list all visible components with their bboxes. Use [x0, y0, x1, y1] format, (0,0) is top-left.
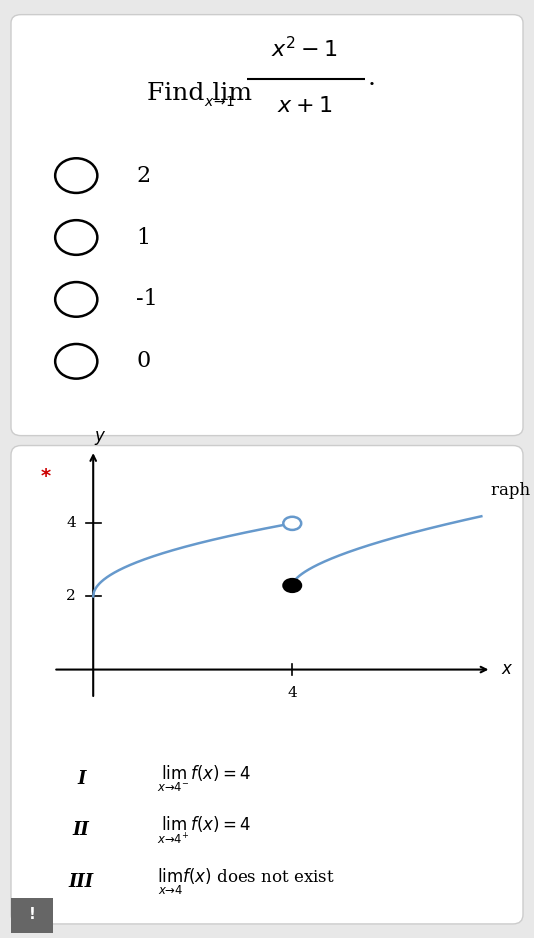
Text: 0: 0: [137, 350, 151, 372]
Text: $x^2-1$: $x^2-1$: [271, 37, 338, 62]
FancyBboxPatch shape: [11, 446, 523, 924]
Text: III: III: [69, 872, 94, 891]
Text: $\lim_{x\to 4^-}f(x)=4$: $\lim_{x\to 4^-}f(x)=4$: [156, 764, 251, 794]
Text: $f(x)$ below.: $f(x)$ below.: [61, 499, 151, 519]
Text: 4: 4: [66, 516, 76, 530]
Text: .: .: [367, 68, 375, 90]
Text: !: !: [29, 907, 35, 922]
Circle shape: [284, 517, 301, 530]
Text: 2: 2: [66, 589, 76, 603]
FancyBboxPatch shape: [7, 895, 57, 936]
Text: I: I: [77, 769, 85, 788]
Text: $x+1$: $x+1$: [277, 95, 332, 117]
Text: 2: 2: [137, 164, 151, 187]
Text: $y$: $y$: [95, 429, 107, 446]
Text: 1: 1: [137, 226, 151, 249]
Text: $\lim_{x\to 4}f(x)$ does not exist: $\lim_{x\to 4}f(x)$ does not exist: [156, 867, 334, 897]
Text: -1: -1: [137, 288, 158, 310]
FancyBboxPatch shape: [11, 15, 523, 435]
Text: $x$: $x$: [501, 661, 514, 678]
Text: Find lim: Find lim: [146, 82, 252, 104]
Text: II: II: [73, 821, 90, 840]
Text: 4: 4: [287, 686, 297, 700]
Circle shape: [284, 579, 301, 592]
Text: $x\!\rightarrow\!1$: $x\!\rightarrow\!1$: [204, 95, 234, 109]
Text: *: *: [41, 467, 51, 486]
Text: Choose the: Choose the: [61, 481, 161, 499]
Text: statement about the graph: statement about the graph: [300, 481, 534, 499]
Text: CORRECT: CORRECT: [186, 481, 279, 499]
Text: $\lim_{x\to 4^+}f(x)=4$: $\lim_{x\to 4^+}f(x)=4$: [156, 814, 251, 846]
